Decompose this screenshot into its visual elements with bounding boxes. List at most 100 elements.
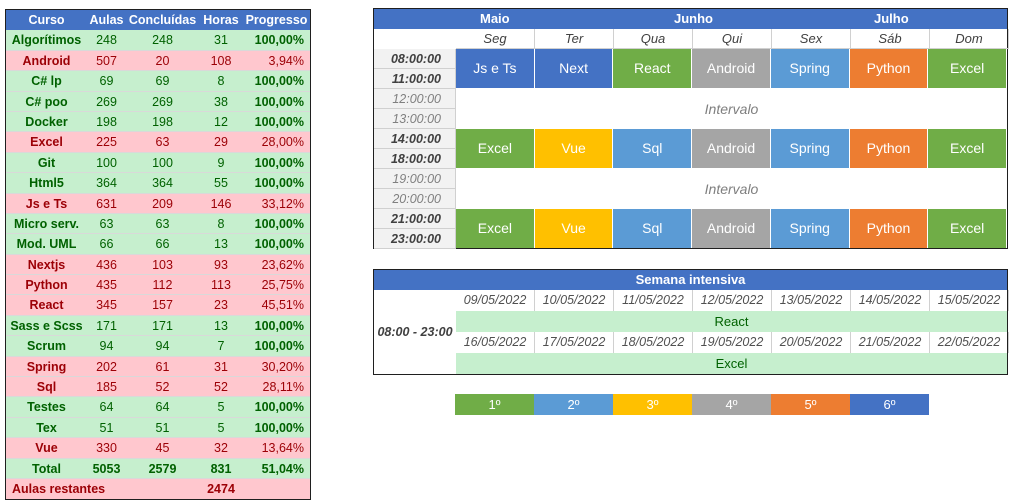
date-cell[interactable]: 18/05/2022	[614, 332, 693, 353]
course-horas[interactable]: 8	[217, 216, 225, 231]
course-name[interactable]: Testes	[27, 400, 66, 415]
course-row[interactable]: Testes 64 64 5 100,00%	[6, 397, 310, 418]
course-progresso[interactable]: 100,00%	[254, 33, 304, 48]
course-concluidas[interactable]: 94	[155, 339, 170, 354]
course-horas[interactable]: 113	[211, 278, 231, 293]
weekday-header[interactable]: Ter	[535, 29, 614, 49]
course-concluidas[interactable]: 209	[152, 196, 173, 211]
course-progresso[interactable]: 100,00%	[254, 339, 304, 354]
time-label[interactable]: 14:00:00	[374, 129, 456, 149]
course-cell[interactable]: Android	[692, 129, 771, 168]
course-name[interactable]: React	[29, 298, 64, 313]
course-aulas[interactable]: 248	[96, 33, 117, 48]
course-concluidas[interactable]: 45	[155, 441, 170, 456]
date-cell[interactable]: 17/05/2022	[535, 332, 614, 353]
course-row[interactable]: Nextjs 436 103 93 23,62%	[6, 254, 310, 276]
course-horas[interactable]: 52	[214, 380, 228, 395]
time-label[interactable]: 23:00:00	[374, 229, 456, 249]
course-concluidas[interactable]: 364	[152, 176, 173, 191]
course-progresso[interactable]: 100,00%	[254, 400, 304, 415]
time-label[interactable]: 20:00:00	[374, 189, 456, 209]
course-horas[interactable]: 13	[214, 237, 228, 252]
course-aulas[interactable]: 269	[96, 94, 117, 109]
course-cell[interactable]: Sql	[613, 129, 693, 168]
date-cell[interactable]: 13/05/2022	[772, 290, 851, 311]
course-concluidas[interactable]: 171	[152, 318, 173, 333]
course-name[interactable]: Js e Ts	[25, 196, 68, 211]
course-cell[interactable]: Spring	[770, 129, 850, 168]
time-label[interactable]: 19:00:00	[374, 169, 456, 189]
course-horas[interactable]: 13	[214, 318, 228, 333]
legend-item[interactable]: 4º	[692, 394, 771, 415]
intensive-time-range[interactable]: 08:00 - 23:00	[377, 325, 453, 339]
course-horas[interactable]: 5	[217, 400, 225, 415]
date-cell[interactable]: 19/05/2022	[693, 332, 772, 353]
course-concluidas[interactable]: 66	[155, 237, 170, 252]
course-row[interactable]: Vue 330 45 32 13,64%	[6, 438, 310, 459]
course-cell[interactable]: React	[613, 49, 693, 88]
week1-course[interactable]: React	[456, 311, 1007, 332]
course-progresso[interactable]: 33,12%	[261, 196, 304, 211]
course-row[interactable]: Spring 202 61 31 30,20%	[6, 356, 310, 378]
course-progresso[interactable]: 45,51%	[261, 298, 304, 313]
course-aulas[interactable]: 94	[99, 339, 114, 354]
course-aulas[interactable]: 631	[96, 196, 117, 211]
course-name[interactable]: Excel	[30, 135, 63, 150]
course-name[interactable]: Mod. UML	[16, 237, 77, 252]
weekday-header[interactable]: Qui	[693, 29, 772, 49]
total-row[interactable]: Total 5053 2579 831 51,04%	[6, 458, 310, 479]
course-aulas[interactable]: 330	[96, 441, 117, 456]
total-horas[interactable]: 831	[210, 461, 232, 476]
week2-course[interactable]: Excel	[456, 353, 1007, 374]
course-cell[interactable]: Excel	[928, 129, 1008, 168]
course-horas[interactable]: 108	[210, 53, 232, 68]
course-aulas[interactable]: 51	[99, 420, 114, 435]
month-label[interactable]: Maio	[480, 11, 510, 26]
course-horas[interactable]: 12	[214, 114, 228, 129]
weekday-header[interactable]: Qua	[614, 29, 693, 49]
course-cell[interactable]: Next	[534, 49, 614, 88]
course-row[interactable]: C# lp 69 69 8 100,00%	[6, 71, 310, 92]
course-name[interactable]: Tex	[36, 420, 57, 435]
weekday-header[interactable]: Sáb	[851, 29, 930, 49]
course-horas[interactable]: 38	[214, 94, 228, 109]
month-label[interactable]: Julho	[874, 11, 909, 26]
course-cell[interactable]: Js e Ts	[456, 49, 535, 88]
course-aulas[interactable]: 364	[96, 176, 117, 191]
course-cell[interactable]: Spring	[770, 49, 850, 88]
date-cell[interactable]: 21/05/2022	[851, 332, 930, 353]
course-name[interactable]: Scrum	[27, 339, 66, 354]
course-cell[interactable]: Android	[692, 209, 771, 248]
legend-item[interactable]: 6º	[850, 394, 929, 415]
course-concluidas[interactable]: 52	[155, 380, 170, 395]
course-progresso[interactable]: 100,00%	[254, 94, 304, 109]
date-cell[interactable]: 14/05/2022	[851, 290, 930, 311]
course-row[interactable]: Scrum 94 94 7 100,00%	[6, 336, 310, 357]
date-cell[interactable]: 20/05/2022	[772, 332, 851, 353]
course-progresso[interactable]: 3,94%	[268, 53, 304, 68]
time-label[interactable]: 13:00:00	[374, 109, 456, 129]
course-name[interactable]: Git	[37, 155, 56, 170]
date-cell[interactable]: 12/05/2022	[693, 290, 772, 311]
month-label[interactable]: Junho	[674, 11, 713, 26]
total-concluidas[interactable]: 2579	[148, 461, 177, 476]
course-name[interactable]: Sass e Scss	[10, 318, 83, 333]
course-concluidas[interactable]: 64	[155, 400, 170, 415]
course-concluidas[interactable]: 269	[152, 94, 173, 109]
course-horas[interactable]: 7	[217, 339, 225, 354]
course-cell[interactable]: Spring	[770, 209, 850, 248]
column-header-progresso[interactable]: Progresso	[245, 13, 308, 27]
column-header-concluidas[interactable]: Concluídas	[128, 13, 197, 27]
course-progresso[interactable]: 100,00%	[254, 114, 304, 129]
course-aulas[interactable]: 436	[96, 257, 117, 272]
course-concluidas[interactable]: 61	[155, 359, 170, 374]
course-progresso[interactable]: 13,64%	[261, 441, 304, 456]
course-name[interactable]: Android	[22, 53, 71, 68]
course-aulas[interactable]: 69	[99, 74, 114, 89]
course-concluidas[interactable]: 20	[155, 53, 170, 68]
remaining-value[interactable]: 2474	[207, 481, 235, 496]
date-cell[interactable]: 15/05/2022	[930, 290, 1009, 311]
course-aulas[interactable]: 198	[96, 114, 117, 129]
course-aulas[interactable]: 225	[96, 135, 117, 150]
course-concluidas[interactable]: 69	[155, 74, 170, 89]
